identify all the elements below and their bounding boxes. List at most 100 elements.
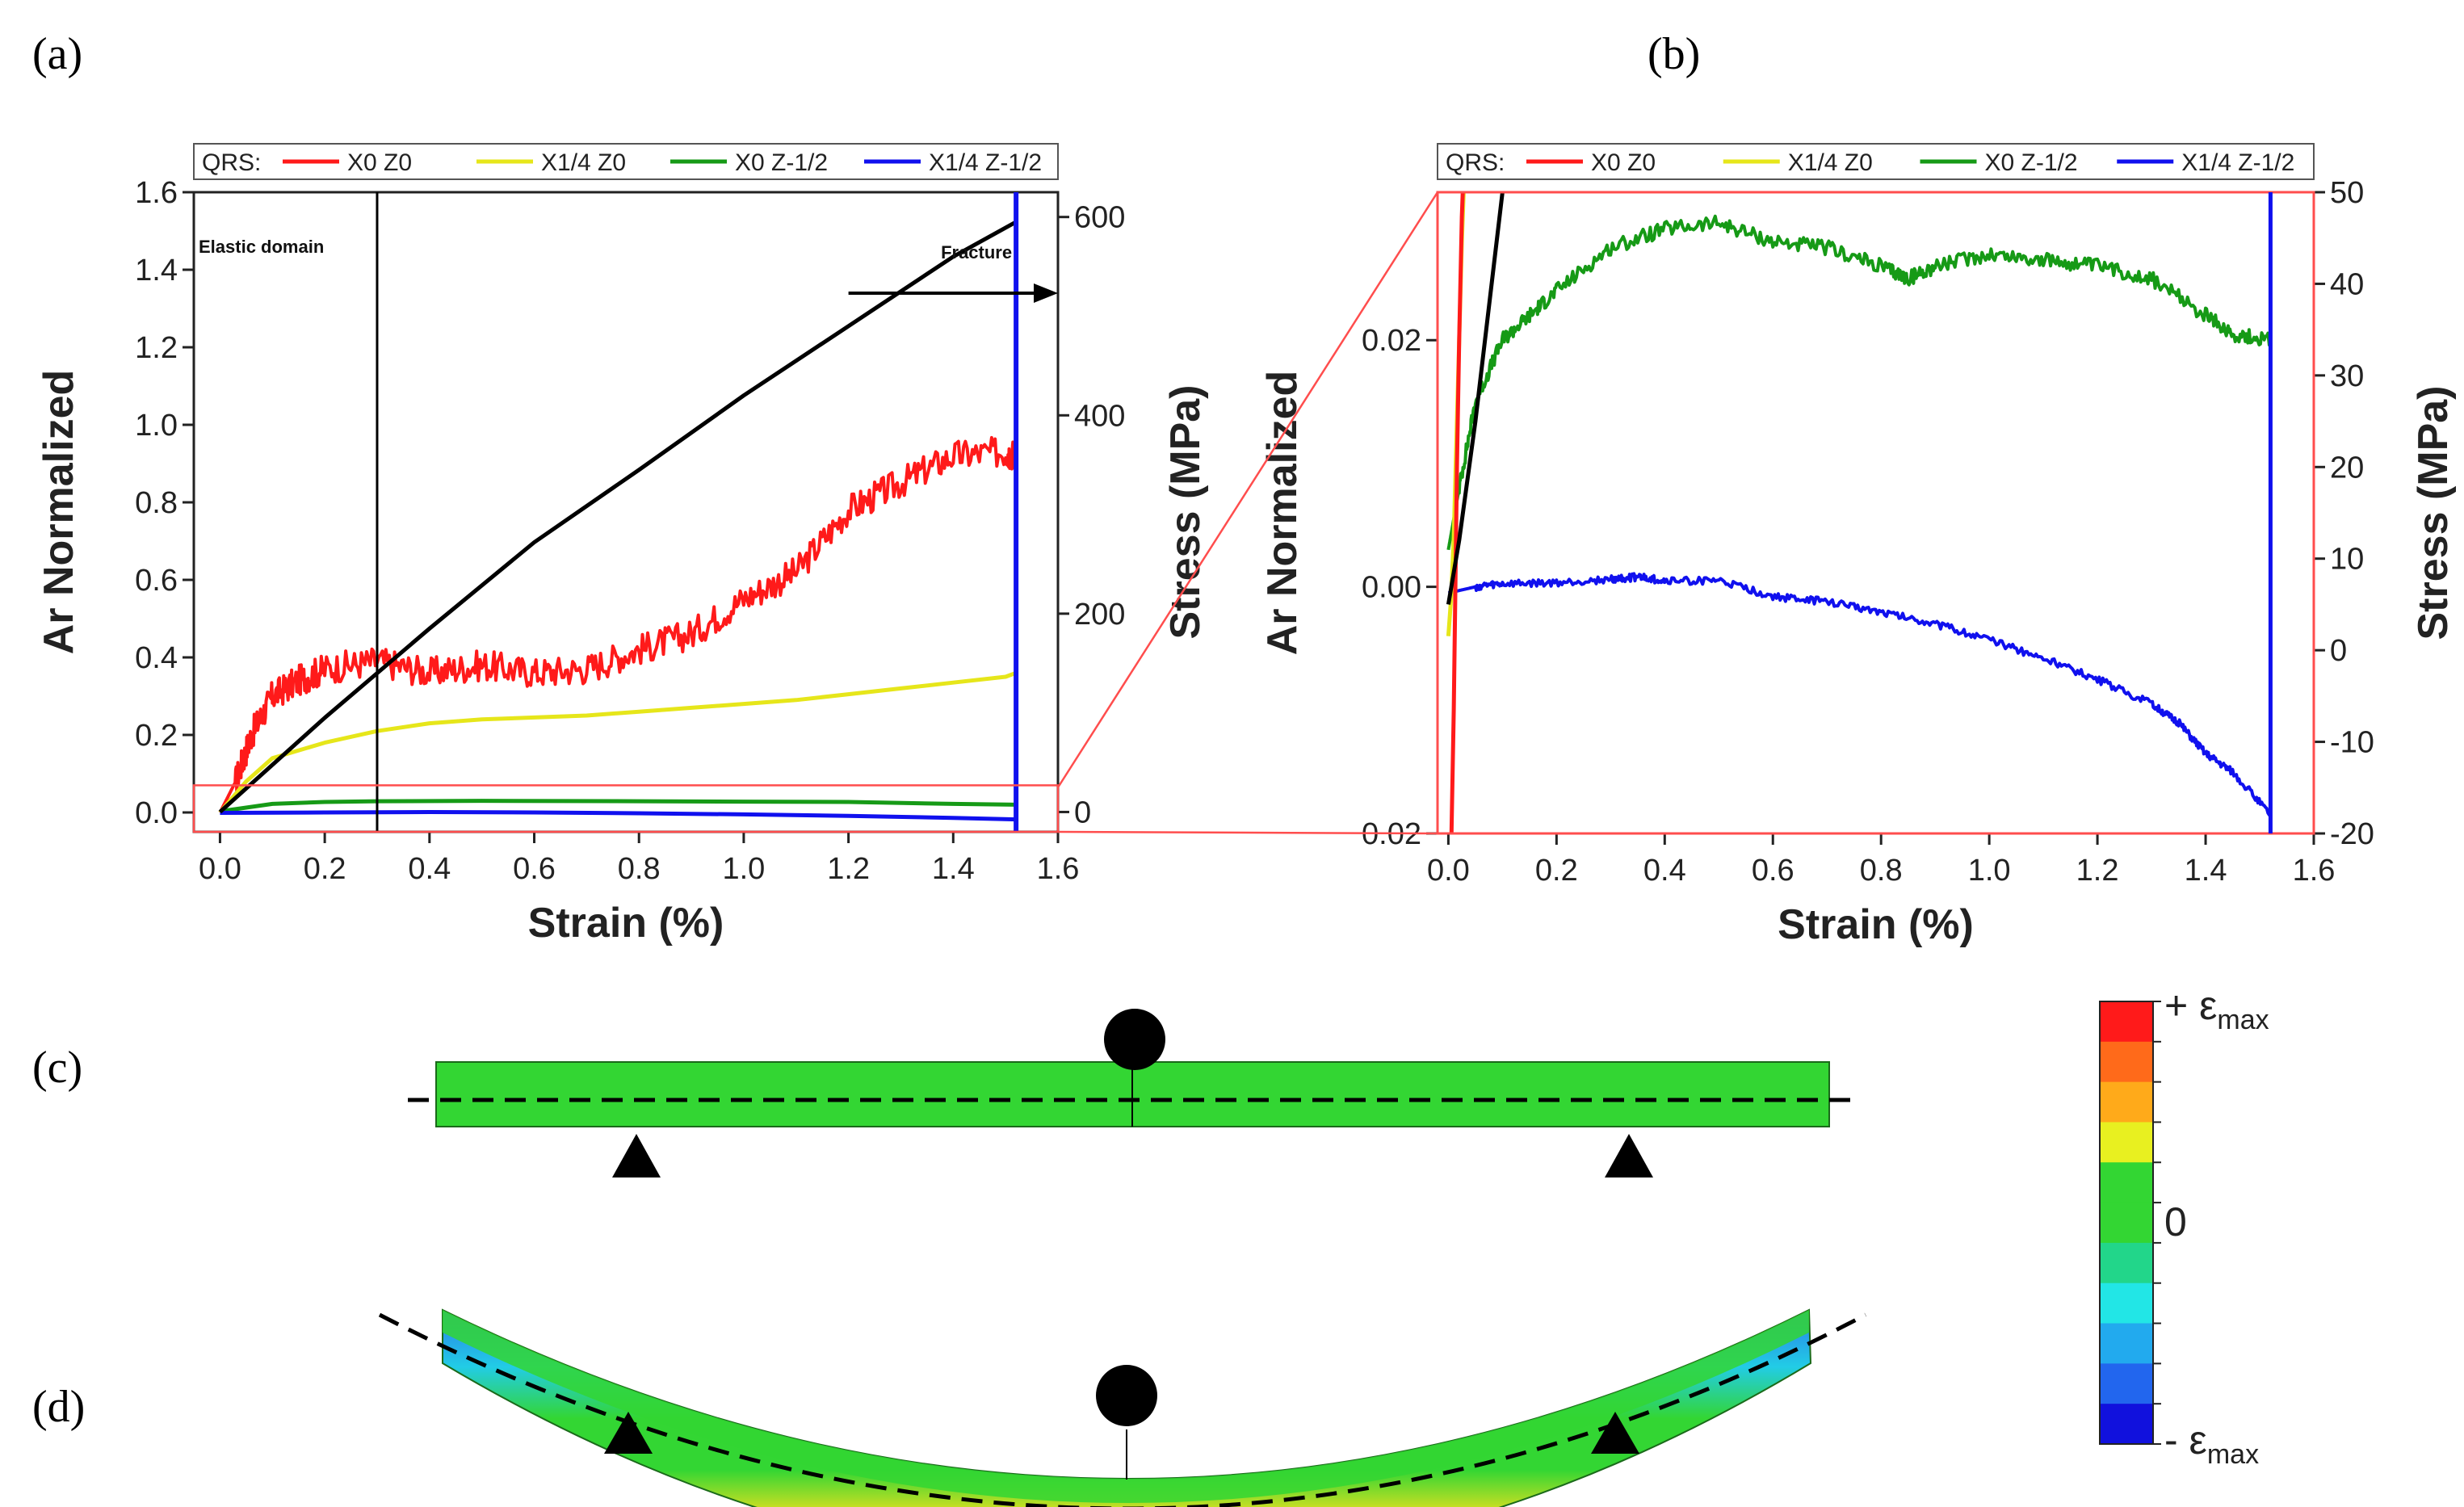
x-tick-label: 0.4 [1643,854,1686,888]
colorbar-segment [2100,1041,2153,1083]
legend-label-2: X0 Z-1/2 [1985,149,2078,176]
y-tick-label: 1.0 [135,409,178,443]
x-tick-label: 1.0 [1968,854,2011,888]
legend-label-0: X0 Z0 [1591,149,1656,176]
beam-bent-top-green [443,1310,1809,1503]
x-tick-label: 1.4 [932,852,975,886]
chart-a: QRS: X0 Z0 X1/4 Z0 X0 Z-1/2 X1/4 Z-1/2 0.0 0.2… [36,143,1209,947]
series-line-x0-z0 [1449,192,1465,833]
x-tick-label: 1.6 [1037,852,1080,886]
series-line-x0-z-1-2 [220,799,1017,814]
y2-tick-label: 600 [1074,201,1125,235]
colorbar-segment [2100,1404,2153,1445]
x-tick-label: 0.2 [1535,854,1578,888]
zoom-region-box [192,784,1060,833]
beam-straight-diagram [408,1009,1862,1177]
colorbar-segment [2100,1162,2153,1203]
load-roller-bent [1096,1365,1157,1426]
plot-frame [1436,191,2315,835]
colorbar-segment [2100,1323,2153,1364]
beam-bent-neutral-axis [378,1312,1867,1507]
legend-title: QRS: [202,149,261,176]
y2-axis-title: Stress (MPa) [1162,385,1209,640]
y-tick-label: 0.02 [1362,324,1421,358]
series-group [1446,192,2273,833]
colorbar-min-main: - ε [2164,1417,2207,1463]
series-line-x0-z-1-2 [1446,214,2273,551]
support-left [612,1134,661,1177]
series-line-x1-4-z-1-2 [220,810,1017,822]
y2-tick-label: 40 [2330,267,2364,301]
y2-tick-label: 10 [2330,543,2364,577]
legend-label-2: X0 Z-1/2 [735,149,828,176]
series-line-x0-z0 [218,435,1018,813]
colorbar-max-label: + εmax [2164,983,2269,1035]
y-tick-label: 1.4 [135,254,178,288]
x-tick-label: 0.0 [1427,854,1470,888]
y-tick-label: 0.0 [135,796,178,830]
panel-label-a: (a) [32,29,82,79]
fracture-arrow-head [1034,283,1058,303]
x-tick-label: 0.6 [1752,854,1794,888]
x-tick-label: 1.4 [2185,854,2227,888]
colorbar-segment [2100,1001,2153,1043]
legend-label-0: X0 Z0 [347,149,412,176]
series-group [218,220,1018,822]
y2-axis-title: Stress (MPa) [2410,386,2457,640]
x-tick-label: 1.6 [2293,854,2336,888]
y-axis-title: Ar Normalized [36,370,82,655]
legend-title: QRS: [1446,149,1505,176]
series-line-x1-4-z0 [218,670,1017,814]
y2-tick-label: 0 [1074,795,1091,829]
colorbar-segment [2100,1122,2153,1163]
x-axis-title: Strain (%) [528,900,724,947]
load-roller-top [1104,1009,1165,1070]
legend-label-3: X1/4 Z-1/2 [929,149,1042,176]
colorbar-min-label: - εmax [2164,1417,2259,1470]
support-bent-left [604,1412,653,1454]
y-tick-label: 0.6 [135,564,178,598]
y2-tick-label: 50 [2330,176,2364,210]
panel-label-c: (c) [32,1043,82,1093]
x-tick-label: 0.2 [304,852,346,886]
x-tick-label: 1.2 [827,852,870,886]
strain-colorbar [2099,1001,2161,1445]
colorbar-max-main: + ε [2164,983,2217,1028]
y-tick-label: 0.8 [135,486,178,520]
colorbar-segment [2100,1081,2153,1123]
y2-tick-label: -10 [2330,726,2374,760]
colorbar-max-sub: max [2217,1005,2269,1035]
x-axis-title: Strain (%) [1778,901,1974,948]
y-tick-label: 1.2 [135,331,178,365]
y2-tick-label: 30 [2330,359,2364,393]
legend-label-1: X1/4 Z0 [1788,149,1873,176]
colorbar-segment [2100,1242,2153,1284]
colorbar-segment [2100,1203,2153,1244]
x-tick-label: 1.2 [2076,854,2119,888]
legend-label-3: X1/4 Z-1/2 [2181,149,2294,176]
panel-label-b: (b) [1648,29,1700,79]
y-tick-label: 0.2 [135,719,178,753]
x-tick-label: 0.8 [618,852,661,886]
support-right [1605,1134,1653,1177]
beam-bent-diagram [378,1308,1867,1507]
colorbar-zero-label: 0 [2164,1199,2187,1245]
legend-label-1: X1/4 Z0 [541,149,626,176]
y2-tick-label: -20 [2330,817,2374,851]
zoom-connector-top [1056,191,1439,788]
y2-tick-label: 20 [2330,451,2364,485]
zoom-connector-bottom [1057,830,1438,835]
plot-frame [192,191,1060,833]
colorbar-frame [2099,1001,2154,1445]
panel-label-d: (d) [32,1382,85,1432]
elastic-domain-label: Elastic domain [199,237,324,257]
colorbar-segment [2100,1282,2153,1324]
y2-tick-label: 0 [2330,634,2347,668]
colorbar-segment [2100,1363,2153,1404]
fracture-label: Fracture [941,242,1012,262]
y2-tick-label: 200 [1074,598,1125,632]
series-line-stress [1446,192,1505,605]
x-tick-label: 0.8 [1860,854,1903,888]
support-bent-right [1591,1412,1639,1454]
